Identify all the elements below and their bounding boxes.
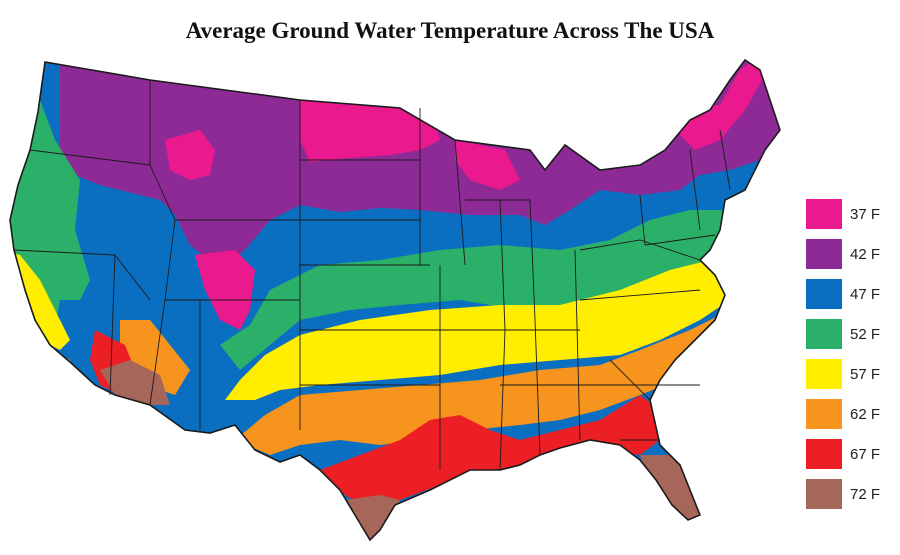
legend-item-57f: 57 F bbox=[806, 354, 896, 394]
legend-label: 52 F bbox=[850, 325, 881, 343]
legend-swatch bbox=[806, 479, 842, 509]
legend-swatch bbox=[806, 319, 842, 349]
legend-item-62f: 62 F bbox=[806, 394, 896, 434]
legend-swatch bbox=[806, 199, 842, 229]
usa-temperature-map bbox=[9, 58, 781, 542]
zone-57f bbox=[10, 250, 730, 400]
zone-72f bbox=[100, 360, 705, 540]
legend-label: 62 F bbox=[850, 405, 881, 423]
legend-item-72f: 72 F bbox=[806, 474, 896, 514]
zone-37f-mt bbox=[165, 130, 215, 180]
temperature-zones bbox=[10, 60, 780, 540]
legend-swatch bbox=[806, 239, 842, 269]
legend-label: 57 F bbox=[850, 365, 881, 383]
zone-37f-ne bbox=[680, 60, 765, 150]
legend-swatch bbox=[806, 279, 842, 309]
legend-label: 37 F bbox=[850, 205, 881, 223]
legend-item-37f: 37 F bbox=[806, 194, 896, 234]
map-title: Average Ground Water Temperature Across … bbox=[185, 18, 715, 43]
legend-item-47f: 47 F bbox=[806, 274, 896, 314]
zone-37f-co bbox=[195, 250, 255, 330]
legend-swatch bbox=[806, 439, 842, 469]
legend-swatch bbox=[806, 359, 842, 389]
legend-item-42f: 42 F bbox=[806, 234, 896, 274]
us-outline bbox=[9, 58, 781, 542]
legend-label: 42 F bbox=[850, 245, 881, 263]
legend: 37 F 42 F 47 F 52 F 57 F 62 F 67 F 72 F bbox=[806, 194, 896, 514]
state-borders bbox=[13, 80, 731, 471]
legend-label: 67 F bbox=[850, 445, 881, 463]
legend-swatch bbox=[806, 399, 842, 429]
legend-item-67f: 67 F bbox=[806, 434, 896, 474]
legend-item-52f: 52 F bbox=[806, 314, 896, 354]
legend-label: 47 F bbox=[850, 285, 881, 303]
zone-62f bbox=[10, 300, 740, 455]
zone-37f-wi bbox=[455, 140, 520, 190]
legend-label: 72 F bbox=[850, 485, 881, 503]
zone-37f bbox=[300, 98, 440, 162]
